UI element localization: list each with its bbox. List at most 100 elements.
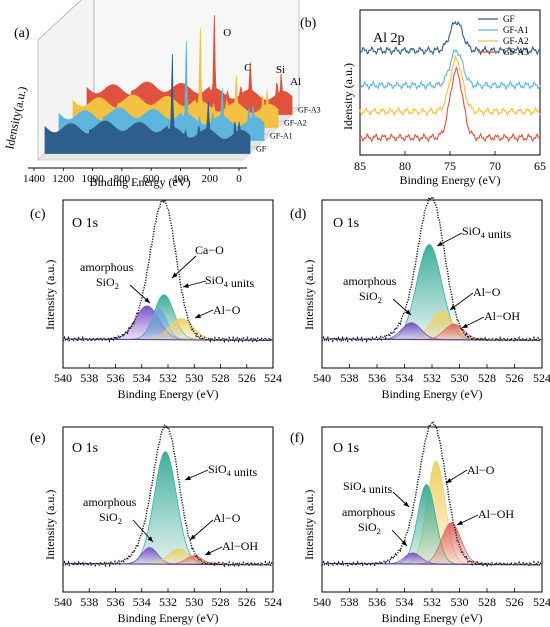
x-tick-label-a: 600 (143, 173, 160, 185)
x-tick-label-a: 400 (172, 173, 189, 185)
series-label-GF: GF (256, 145, 267, 154)
component-label-SiO2: SiO2 (359, 289, 382, 305)
x-tick-label-c: 538 (80, 371, 98, 385)
component-peak-Al-OH (419, 323, 488, 340)
x-tick-label-a: 1200 (52, 173, 75, 185)
panel-title-c: O 1s (72, 216, 98, 231)
x-tick-label-a: 0 (236, 173, 242, 185)
x-tick-label-c: 536 (107, 371, 125, 385)
x-tick-label-b: 85 (354, 159, 366, 173)
x-tick-label-c: 534 (133, 371, 151, 385)
x-tick-label-f: 536 (368, 595, 386, 609)
x-tick-label-a: 800 (114, 173, 131, 185)
panel-title-f: O 1s (333, 441, 359, 456)
x-tick-label-c: 526 (238, 371, 256, 385)
x-tick-label-e: 536 (107, 595, 125, 609)
x-tick-label-c: 532 (159, 371, 177, 385)
x-tick-label-d: 524 (533, 371, 550, 385)
x-tick-label-d: 534 (396, 371, 414, 385)
x-axis-label-e: Binding Energy (eV) (117, 611, 218, 625)
x-tick-label-d: 526 (506, 371, 524, 385)
x-tick-label-d: 536 (368, 371, 386, 385)
annotation-arrow-head (205, 550, 211, 555)
survey-trace-GF-A3 (86, 15, 293, 115)
series-label-GF-A2: GF-A2 (284, 119, 307, 128)
annotation-arrow-head (147, 536, 153, 542)
x-tick-label-a: 200 (201, 173, 218, 185)
survey-trace-GF (44, 54, 251, 154)
x-tick-label-e: 524 (264, 595, 282, 609)
x-tick-label-f: 528 (478, 595, 496, 609)
panel-title-b: Al 2p (373, 31, 405, 46)
series-label-GF-A3: GF-A3 (298, 106, 321, 115)
annotation-arrow-head (190, 534, 196, 540)
panel-label-c: (c) (30, 207, 46, 222)
panel-label-a: (a) (14, 26, 30, 41)
x-tick-label-e: 528 (212, 595, 230, 609)
x-axis-label-d: Binding Energy (eV) (381, 387, 482, 401)
x-tick-label-e: 530 (185, 595, 203, 609)
annotation-arrow-head (403, 501, 409, 507)
x-tick-label-e: 526 (238, 595, 256, 609)
component-label-Al-O: Al−O (467, 463, 495, 477)
component-label-SiO4-units: SiO4 units (208, 462, 258, 479)
x-tick-label-e: 540 (54, 595, 72, 609)
x-tick-label-f: 538 (341, 595, 359, 609)
x-tick-label-f: 534 (396, 595, 414, 609)
annotation-arrow-head (172, 272, 178, 278)
y-axis-label-c: Intensity (a.u.) (43, 260, 57, 330)
component-label-amorphous: amorphous (342, 505, 396, 519)
annotation-arrow-head (405, 309, 411, 315)
component-label-Al-O: Al−O (473, 285, 501, 299)
x-tick-label-d: 530 (451, 371, 469, 385)
x-tick-label-e: 532 (159, 595, 177, 609)
waterfall-back-wall (93, 0, 300, 109)
component-label-Al-O: Al−O (213, 303, 241, 317)
panel-title-d: O 1s (333, 216, 359, 231)
x-tick-label-b: 65 (534, 159, 546, 173)
component-label-Al-OH: Al−OH (222, 539, 258, 553)
component-peak-amorphous-SiO2 (383, 552, 443, 565)
component-peak-Al-O (139, 318, 223, 340)
peak-label-C: C (244, 62, 251, 74)
component-label-amorphous: amorphous (80, 260, 134, 274)
annotation-arrow-head (450, 304, 456, 310)
peak-label-O: O (223, 27, 231, 39)
x-tick-label-b: 80 (399, 159, 411, 173)
panel-label-b: (b) (300, 16, 317, 31)
component-label-Al-O: Al−O (213, 511, 241, 525)
x-tick-label-d: 532 (423, 371, 441, 385)
component-peak-Al-OH (416, 522, 486, 565)
x-tick-label-f: 524 (533, 595, 550, 609)
al2p-trace-GF-A1 (359, 49, 541, 91)
x-tick-label-c: 540 (54, 371, 72, 385)
component-label-Al-OH: Al−OH (484, 309, 520, 323)
x-axis-label-f: Binding Energy (eV) (381, 611, 482, 625)
panel-title-e: O 1s (72, 441, 98, 456)
x-tick-label-a: 1400 (23, 173, 46, 185)
x-axis-label-c: Binding Energy (eV) (117, 387, 218, 401)
legend-label-GF: GF (503, 14, 515, 24)
annotation-arrow-head (401, 540, 407, 546)
y-axis-label-d: Intensity (a.u.) (302, 260, 316, 330)
panel-label-f: (f) (290, 431, 304, 446)
y-axis-label-e: Intensity (a.u.) (43, 490, 57, 560)
x-tick-label-b: 75 (444, 159, 456, 173)
component-label-SiO2: SiO2 (96, 275, 119, 291)
al2p-trace-GF (359, 20, 541, 56)
experimental-envelope-f (321, 420, 542, 568)
y-axis-label-b: Idensity (a.u.) (341, 63, 355, 130)
component-label-SiO4-units: SiO4 units (205, 273, 255, 290)
x-tick-label-f: 526 (506, 595, 524, 609)
peak-label-Al: Al (290, 76, 301, 88)
experimental-envelope-d (321, 195, 542, 344)
component-label-Ca-O: Ca−O (195, 243, 224, 257)
annotation-arrow-head (446, 478, 452, 483)
x-tick-label-f: 530 (451, 595, 469, 609)
x-tick-label-f: 540 (313, 595, 331, 609)
y-axis-label-a: Idensity(a.u.) (2, 85, 29, 150)
annotation-arrow-head (144, 297, 150, 303)
x-tick-label-d: 528 (478, 371, 496, 385)
annotation-arrow-head (457, 520, 463, 525)
